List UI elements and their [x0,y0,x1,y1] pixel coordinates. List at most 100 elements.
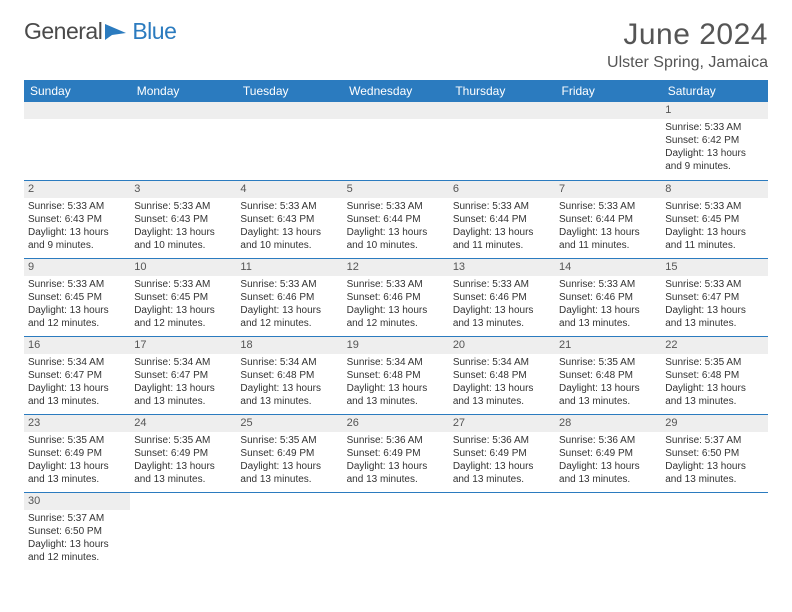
day-number: 17 [130,337,236,354]
sunrise-text: Sunrise: 5:36 AM [559,434,657,447]
sunset-text: Sunset: 6:44 PM [453,213,551,226]
day-details: Sunrise: 5:35 AMSunset: 6:49 PMDaylight:… [24,432,130,488]
day-number: 10 [130,259,236,276]
calendar-cell: 20Sunrise: 5:34 AMSunset: 6:48 PMDayligh… [449,336,555,414]
day-details: Sunrise: 5:33 AMSunset: 6:45 PMDaylight:… [24,276,130,332]
calendar-cell: 12Sunrise: 5:33 AMSunset: 6:46 PMDayligh… [343,258,449,336]
calendar-cell: 14Sunrise: 5:33 AMSunset: 6:46 PMDayligh… [555,258,661,336]
day-number-empty [555,102,661,119]
day-details: Sunrise: 5:35 AMSunset: 6:48 PMDaylight:… [555,354,661,410]
day-number: 7 [555,181,661,198]
calendar-cell: 2Sunrise: 5:33 AMSunset: 6:43 PMDaylight… [24,180,130,258]
calendar-row: 9Sunrise: 5:33 AMSunset: 6:45 PMDaylight… [24,258,768,336]
day-number: 1 [661,102,767,119]
sunset-text: Sunset: 6:43 PM [240,213,338,226]
daylight-text: Daylight: 13 hours and 13 minutes. [559,304,657,330]
sunrise-text: Sunrise: 5:35 AM [665,356,763,369]
calendar-cell [449,102,555,180]
calendar-cell: 4 Sunrise: 5:33 AMSunset: 6:43 PMDaylight… [236,180,342,258]
sunset-text: Sunset: 6:46 PM [347,291,445,304]
sunrise-text: Sunrise: 5:33 AM [28,278,126,291]
sunrise-text: Sunrise: 5:33 AM [665,278,763,291]
day-number-empty [24,102,130,119]
sunrise-text: Sunrise: 5:33 AM [347,200,445,213]
calendar-cell: 18Sunrise: 5:34 AMSunset: 6:48 PMDayligh… [236,336,342,414]
sunrise-text: Sunrise: 5:34 AM [28,356,126,369]
calendar-table: Sunday Monday Tuesday Wednesday Thursday… [24,80,768,570]
day-details: Sunrise: 5:33 AMSunset: 6:46 PMDaylight:… [555,276,661,332]
sunset-text: Sunset: 6:49 PM [559,447,657,460]
day-details: Sunrise: 5:33 AMSunset: 6:47 PMDaylight:… [661,276,767,332]
daylight-text: Daylight: 13 hours and 13 minutes. [347,382,445,408]
day-details: Sunrise: 5:33 AMSunset: 6:42 PMDaylight:… [661,119,767,175]
day-details: Sunrise: 5:34 AMSunset: 6:47 PMDaylight:… [24,354,130,410]
day-number: 21 [555,337,661,354]
calendar-cell [343,102,449,180]
daylight-text: Daylight: 13 hours and 13 minutes. [559,382,657,408]
sunset-text: Sunset: 6:45 PM [134,291,232,304]
sunrise-text: Sunrise: 5:33 AM [559,200,657,213]
calendar-cell: 25Sunrise: 5:35 AMSunset: 6:49 PMDayligh… [236,414,342,492]
title-block: June 2024 Ulster Spring, Jamaica [607,18,768,72]
daylight-text: Daylight: 13 hours and 13 minutes. [665,382,763,408]
daylight-text: Daylight: 13 hours and 13 minutes. [134,382,232,408]
sunset-text: Sunset: 6:49 PM [347,447,445,460]
day-details: Sunrise: 5:33 AMSunset: 6:45 PMDaylight:… [130,276,236,332]
sunrise-text: Sunrise: 5:34 AM [134,356,232,369]
calendar-cell: 11Sunrise: 5:33 AMSunset: 6:46 PMDayligh… [236,258,342,336]
sunrise-text: Sunrise: 5:36 AM [453,434,551,447]
calendar-cell [555,102,661,180]
daylight-text: Daylight: 13 hours and 10 minutes. [240,226,338,252]
calendar-cell: 19Sunrise: 5:34 AMSunset: 6:48 PMDayligh… [343,336,449,414]
daylight-text: Daylight: 13 hours and 11 minutes. [453,226,551,252]
day-details: Sunrise: 5:36 AMSunset: 6:49 PMDaylight:… [555,432,661,488]
sunrise-text: Sunrise: 5:33 AM [559,278,657,291]
day-number: 19 [343,337,449,354]
daylight-text: Daylight: 13 hours and 13 minutes. [134,460,232,486]
calendar-cell: 7Sunrise: 5:33 AMSunset: 6:44 PMDaylight… [555,180,661,258]
day-number: 4 [236,181,342,198]
day-number: 11 [236,259,342,276]
sunset-text: Sunset: 6:44 PM [559,213,657,226]
day-number: 6 [449,181,555,198]
sunset-text: Sunset: 6:45 PM [665,213,763,226]
calendar-cell [661,492,767,570]
day-details: Sunrise: 5:33 AMSunset: 6:43 PMDaylight:… [24,198,130,254]
daylight-text: Daylight: 13 hours and 11 minutes. [665,226,763,252]
logo-text-2: Blue [132,18,176,45]
sunset-text: Sunset: 6:49 PM [28,447,126,460]
day-number-empty [236,102,342,119]
daylight-text: Daylight: 13 hours and 9 minutes. [665,147,763,173]
day-details: Sunrise: 5:33 AMSunset: 6:45 PMDaylight:… [661,198,767,254]
calendar-cell [555,492,661,570]
sunrise-text: Sunrise: 5:36 AM [347,434,445,447]
calendar-cell: 21Sunrise: 5:35 AMSunset: 6:48 PMDayligh… [555,336,661,414]
location: Ulster Spring, Jamaica [607,54,768,72]
day-details: Sunrise: 5:35 AMSunset: 6:49 PMDaylight:… [236,432,342,488]
sunrise-text: Sunrise: 5:33 AM [665,121,763,134]
sunrise-text: Sunrise: 5:33 AM [240,200,338,213]
calendar-cell [130,102,236,180]
day-details: Sunrise: 5:33 AMSunset: 6:44 PMDaylight:… [343,198,449,254]
sunset-text: Sunset: 6:45 PM [28,291,126,304]
calendar-cell: 17Sunrise: 5:34 AMSunset: 6:47 PMDayligh… [130,336,236,414]
sunrise-text: Sunrise: 5:33 AM [453,200,551,213]
day-number: 18 [236,337,342,354]
daylight-text: Daylight: 13 hours and 13 minutes. [28,382,126,408]
day-details: Sunrise: 5:33 AMSunset: 6:46 PMDaylight:… [343,276,449,332]
weekday-header: Wednesday [343,80,449,102]
calendar-row: 16Sunrise: 5:34 AMSunset: 6:47 PMDayligh… [24,336,768,414]
sunset-text: Sunset: 6:43 PM [134,213,232,226]
day-number-empty [130,102,236,119]
day-details: Sunrise: 5:36 AMSunset: 6:49 PMDaylight:… [343,432,449,488]
sunrise-text: Sunrise: 5:34 AM [453,356,551,369]
weekday-header-row: Sunday Monday Tuesday Wednesday Thursday… [24,80,768,102]
daylight-text: Daylight: 13 hours and 13 minutes. [347,460,445,486]
day-number-empty [343,102,449,119]
sunset-text: Sunset: 6:48 PM [559,369,657,382]
day-details: Sunrise: 5:34 AMSunset: 6:48 PMDaylight:… [236,354,342,410]
daylight-text: Daylight: 13 hours and 12 minutes. [240,304,338,330]
sunset-text: Sunset: 6:44 PM [347,213,445,226]
sunset-text: Sunset: 6:50 PM [665,447,763,460]
day-number: 27 [449,415,555,432]
